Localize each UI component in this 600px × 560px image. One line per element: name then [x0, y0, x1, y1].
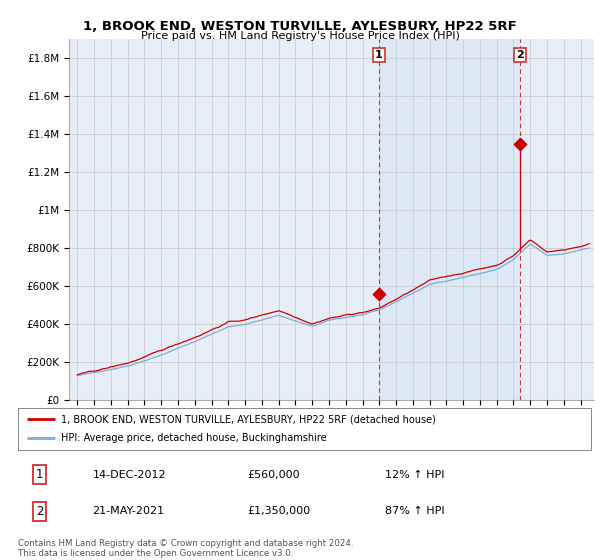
Point [374, 290, 383, 298]
Text: 1, BROOK END, WESTON TURVILLE, AYLESBURY, HP22 5RF: 1, BROOK END, WESTON TURVILLE, AYLESBURY… [83, 20, 517, 32]
Text: 21-MAY-2021: 21-MAY-2021 [92, 506, 164, 516]
Text: £560,000: £560,000 [247, 470, 300, 480]
Point [515, 139, 524, 148]
Text: 1, BROOK END, WESTON TURVILLE, AYLESBURY, HP22 5RF (detached house): 1, BROOK END, WESTON TURVILLE, AYLESBURY… [61, 414, 436, 424]
Text: Price paid vs. HM Land Registry's House Price Index (HPI): Price paid vs. HM Land Registry's House … [140, 31, 460, 41]
Text: 1: 1 [36, 468, 44, 482]
Text: HPI: Average price, detached house, Buckinghamshire: HPI: Average price, detached house, Buck… [61, 433, 326, 444]
Text: 2: 2 [516, 50, 524, 60]
Text: 12% ↑ HPI: 12% ↑ HPI [385, 470, 444, 480]
Text: £1,350,000: £1,350,000 [247, 506, 310, 516]
Text: 1: 1 [375, 50, 383, 60]
Text: 2: 2 [36, 505, 44, 518]
Text: 14-DEC-2012: 14-DEC-2012 [92, 470, 166, 480]
Text: Contains HM Land Registry data © Crown copyright and database right 2024.
This d: Contains HM Land Registry data © Crown c… [18, 539, 353, 558]
Text: 87% ↑ HPI: 87% ↑ HPI [385, 506, 445, 516]
Bar [379, 39, 520, 400]
